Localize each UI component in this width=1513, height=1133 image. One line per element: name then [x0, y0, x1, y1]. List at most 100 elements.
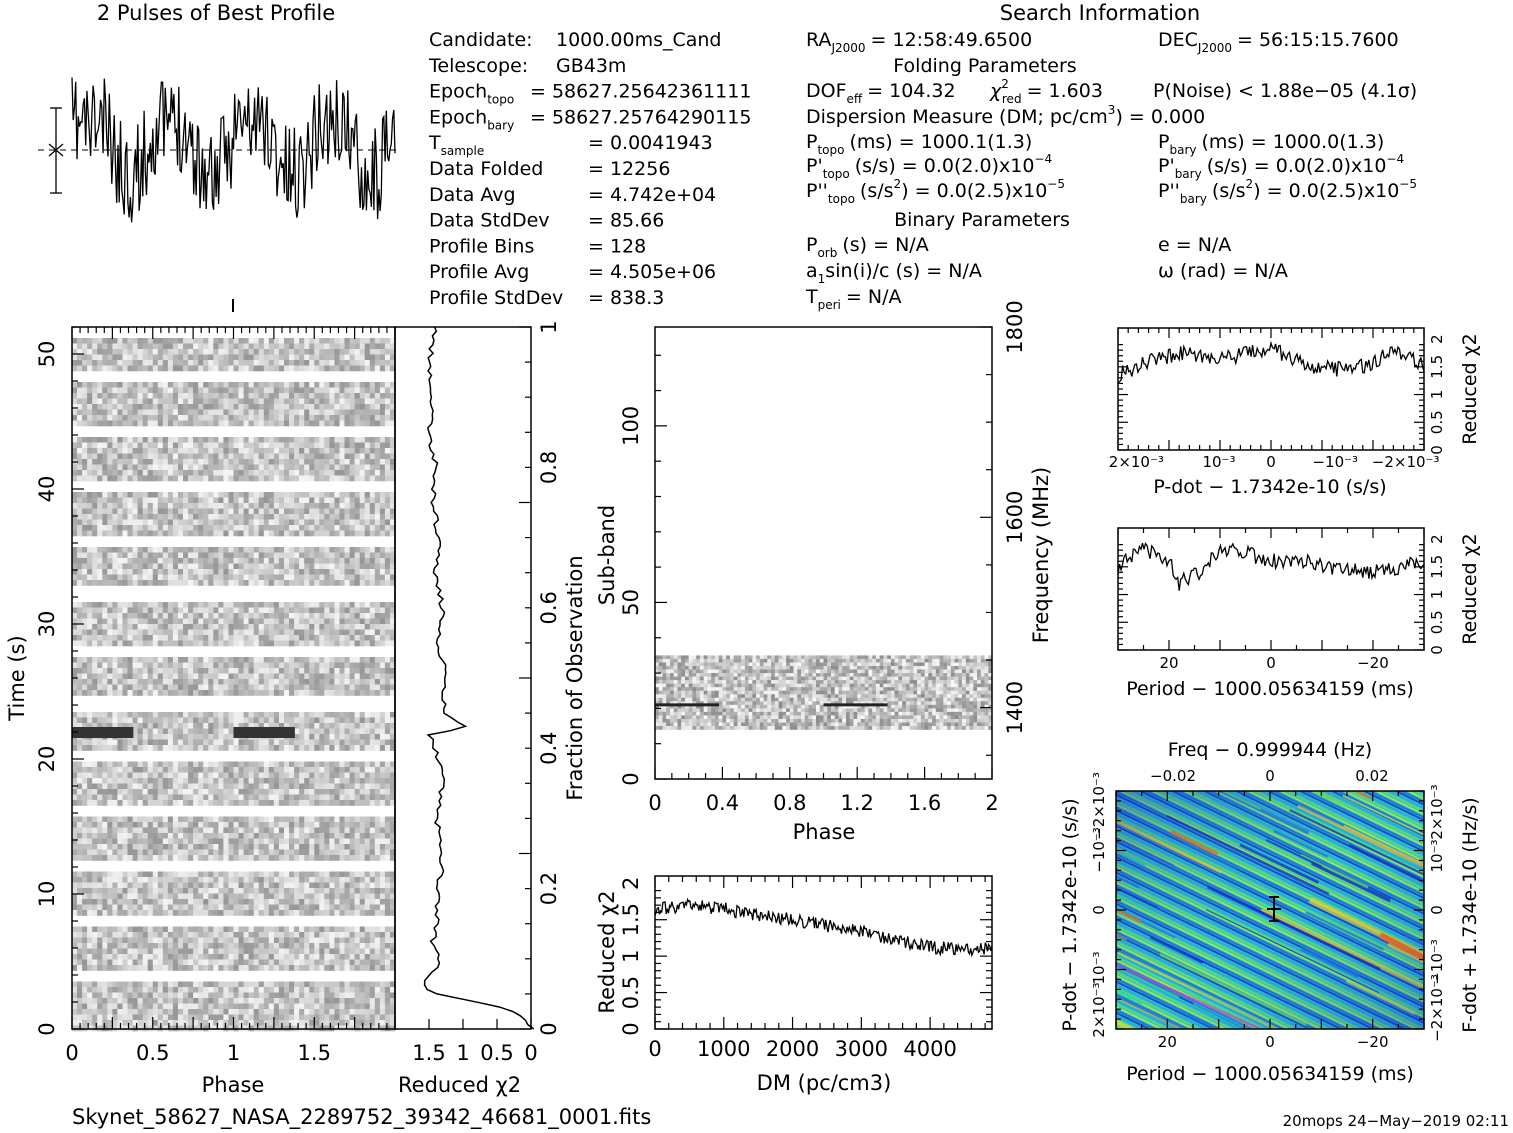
- time-phase-cell: [208, 497, 214, 504]
- time-phase-cell: [87, 349, 93, 355]
- time-phase-cell: [344, 668, 350, 674]
- time-phase-cell: [304, 635, 310, 641]
- time-phase-cell: [218, 415, 224, 421]
- time-phase-cell: [309, 789, 315, 795]
- time-phase-cell: [243, 338, 249, 344]
- time-phase-cell: [334, 442, 340, 449]
- time-phase-cell: [142, 816, 149, 823]
- time-phase-cell: [263, 415, 270, 421]
- time-phase-cell: [390, 668, 396, 674]
- time-phase-cell: [72, 437, 78, 443]
- time-phase-cell: [319, 717, 325, 724]
- time-phase-cell: [172, 668, 179, 674]
- time-phase-cell: [77, 420, 83, 427]
- time-phase-cell: [72, 508, 78, 515]
- time-phase-cell: [132, 739, 138, 746]
- time-phase-cell: [193, 728, 199, 735]
- time-phase-cell: [253, 822, 260, 828]
- time-phase-cell: [142, 877, 149, 883]
- time-phase-cell: [178, 415, 184, 421]
- time-phase-cell: [172, 492, 179, 498]
- time-phase-cell: [369, 492, 376, 498]
- time-phase-cell: [339, 684, 345, 691]
- time-phase-cell: [167, 772, 174, 779]
- time-phase-cell: [203, 789, 209, 795]
- time-phase-cell: [349, 871, 355, 878]
- time-phase-cell: [183, 398, 189, 405]
- time-phase-cell: [213, 470, 219, 476]
- time-phase-cell: [127, 508, 133, 515]
- time-phase-cell: [379, 739, 386, 746]
- time-phase-cell: [384, 871, 391, 878]
- time-phase-cell: [127, 415, 133, 421]
- time-phase-cell: [233, 470, 239, 476]
- time-phase-cell: [162, 640, 169, 647]
- time-phase-cell: [112, 640, 118, 647]
- time-phase-cell: [172, 640, 179, 647]
- time-phase-cell: [329, 772, 335, 779]
- time-phase-cell: [112, 354, 118, 361]
- time-phase-cell: [349, 563, 355, 570]
- time-phase-cell: [319, 475, 325, 482]
- dof-sub: eff: [847, 92, 863, 106]
- time-phase-cell: [228, 519, 234, 526]
- info-value: = 4.742e+04: [588, 184, 716, 206]
- time-phase-cell: [233, 338, 239, 344]
- time-phase-cell: [284, 816, 290, 823]
- time-phase-cell: [314, 640, 320, 647]
- time-phase-cell: [299, 745, 305, 751]
- time-phase-cell: [92, 668, 98, 674]
- time-phase-cell: [324, 530, 330, 537]
- time-phase-cell: [92, 613, 98, 619]
- time-phase-cell: [278, 404, 285, 410]
- time-phase-cell: [223, 354, 229, 361]
- time-phase-cell: [132, 783, 138, 790]
- time-phase-cell: [354, 673, 360, 680]
- time-phase-cell: [82, 855, 88, 861]
- time-phase-cell: [278, 552, 285, 559]
- time-phase-cell: [218, 761, 224, 768]
- time-phase-cell: [284, 525, 290, 531]
- time-phase-cell: [314, 855, 320, 861]
- time-phase-cell: [233, 415, 239, 421]
- time-phase-cell: [324, 404, 330, 410]
- time-phase-cell: [228, 640, 234, 647]
- time-phase-cell: [289, 679, 295, 685]
- time-phase-cell: [294, 833, 300, 839]
- time-phase-cell: [309, 794, 315, 801]
- time-phase-cell: [132, 838, 138, 845]
- time-phase-cell: [314, 420, 320, 427]
- time-phase-cell: [294, 816, 300, 823]
- time-phase-cell: [127, 382, 133, 388]
- time-phase-cell: [152, 789, 159, 795]
- time-phase-cell: [329, 349, 335, 355]
- time-phase-cell: [203, 778, 209, 784]
- time-phase-cell: [102, 783, 108, 790]
- time-phase-cell: [157, 849, 164, 856]
- time-phase-cell: [112, 717, 118, 724]
- time-phase-cell: [218, 558, 224, 564]
- time-phase-cell: [142, 800, 149, 806]
- time-phase-cell: [77, 794, 83, 801]
- time-phase-cell: [349, 398, 355, 405]
- time-phase-cell: [273, 635, 280, 641]
- time-phase-cell: [147, 844, 154, 850]
- time-phase-cell: [284, 602, 290, 608]
- time-phase-cell: [319, 871, 325, 878]
- dec-sub: J2000: [1197, 41, 1232, 55]
- time-phase-cell: [284, 635, 290, 641]
- time-phase-cell: [82, 844, 88, 850]
- info-label-sub: bary: [487, 118, 514, 132]
- time-phase-cell: [319, 728, 325, 735]
- time-phase-cell: [354, 415, 360, 421]
- time-phase-cell: [82, 717, 88, 724]
- time-phase-cell: [178, 877, 184, 883]
- time-phase-cell: [183, 739, 189, 746]
- time-phase-cell: [324, 618, 330, 625]
- time-phase-cell: [87, 338, 93, 344]
- time-phase-cell: [354, 668, 360, 674]
- time-phase-cell: [157, 382, 164, 388]
- time-phase-cell: [198, 602, 204, 608]
- time-phase-cell: [384, 690, 391, 696]
- time-phase-cell: [208, 343, 214, 350]
